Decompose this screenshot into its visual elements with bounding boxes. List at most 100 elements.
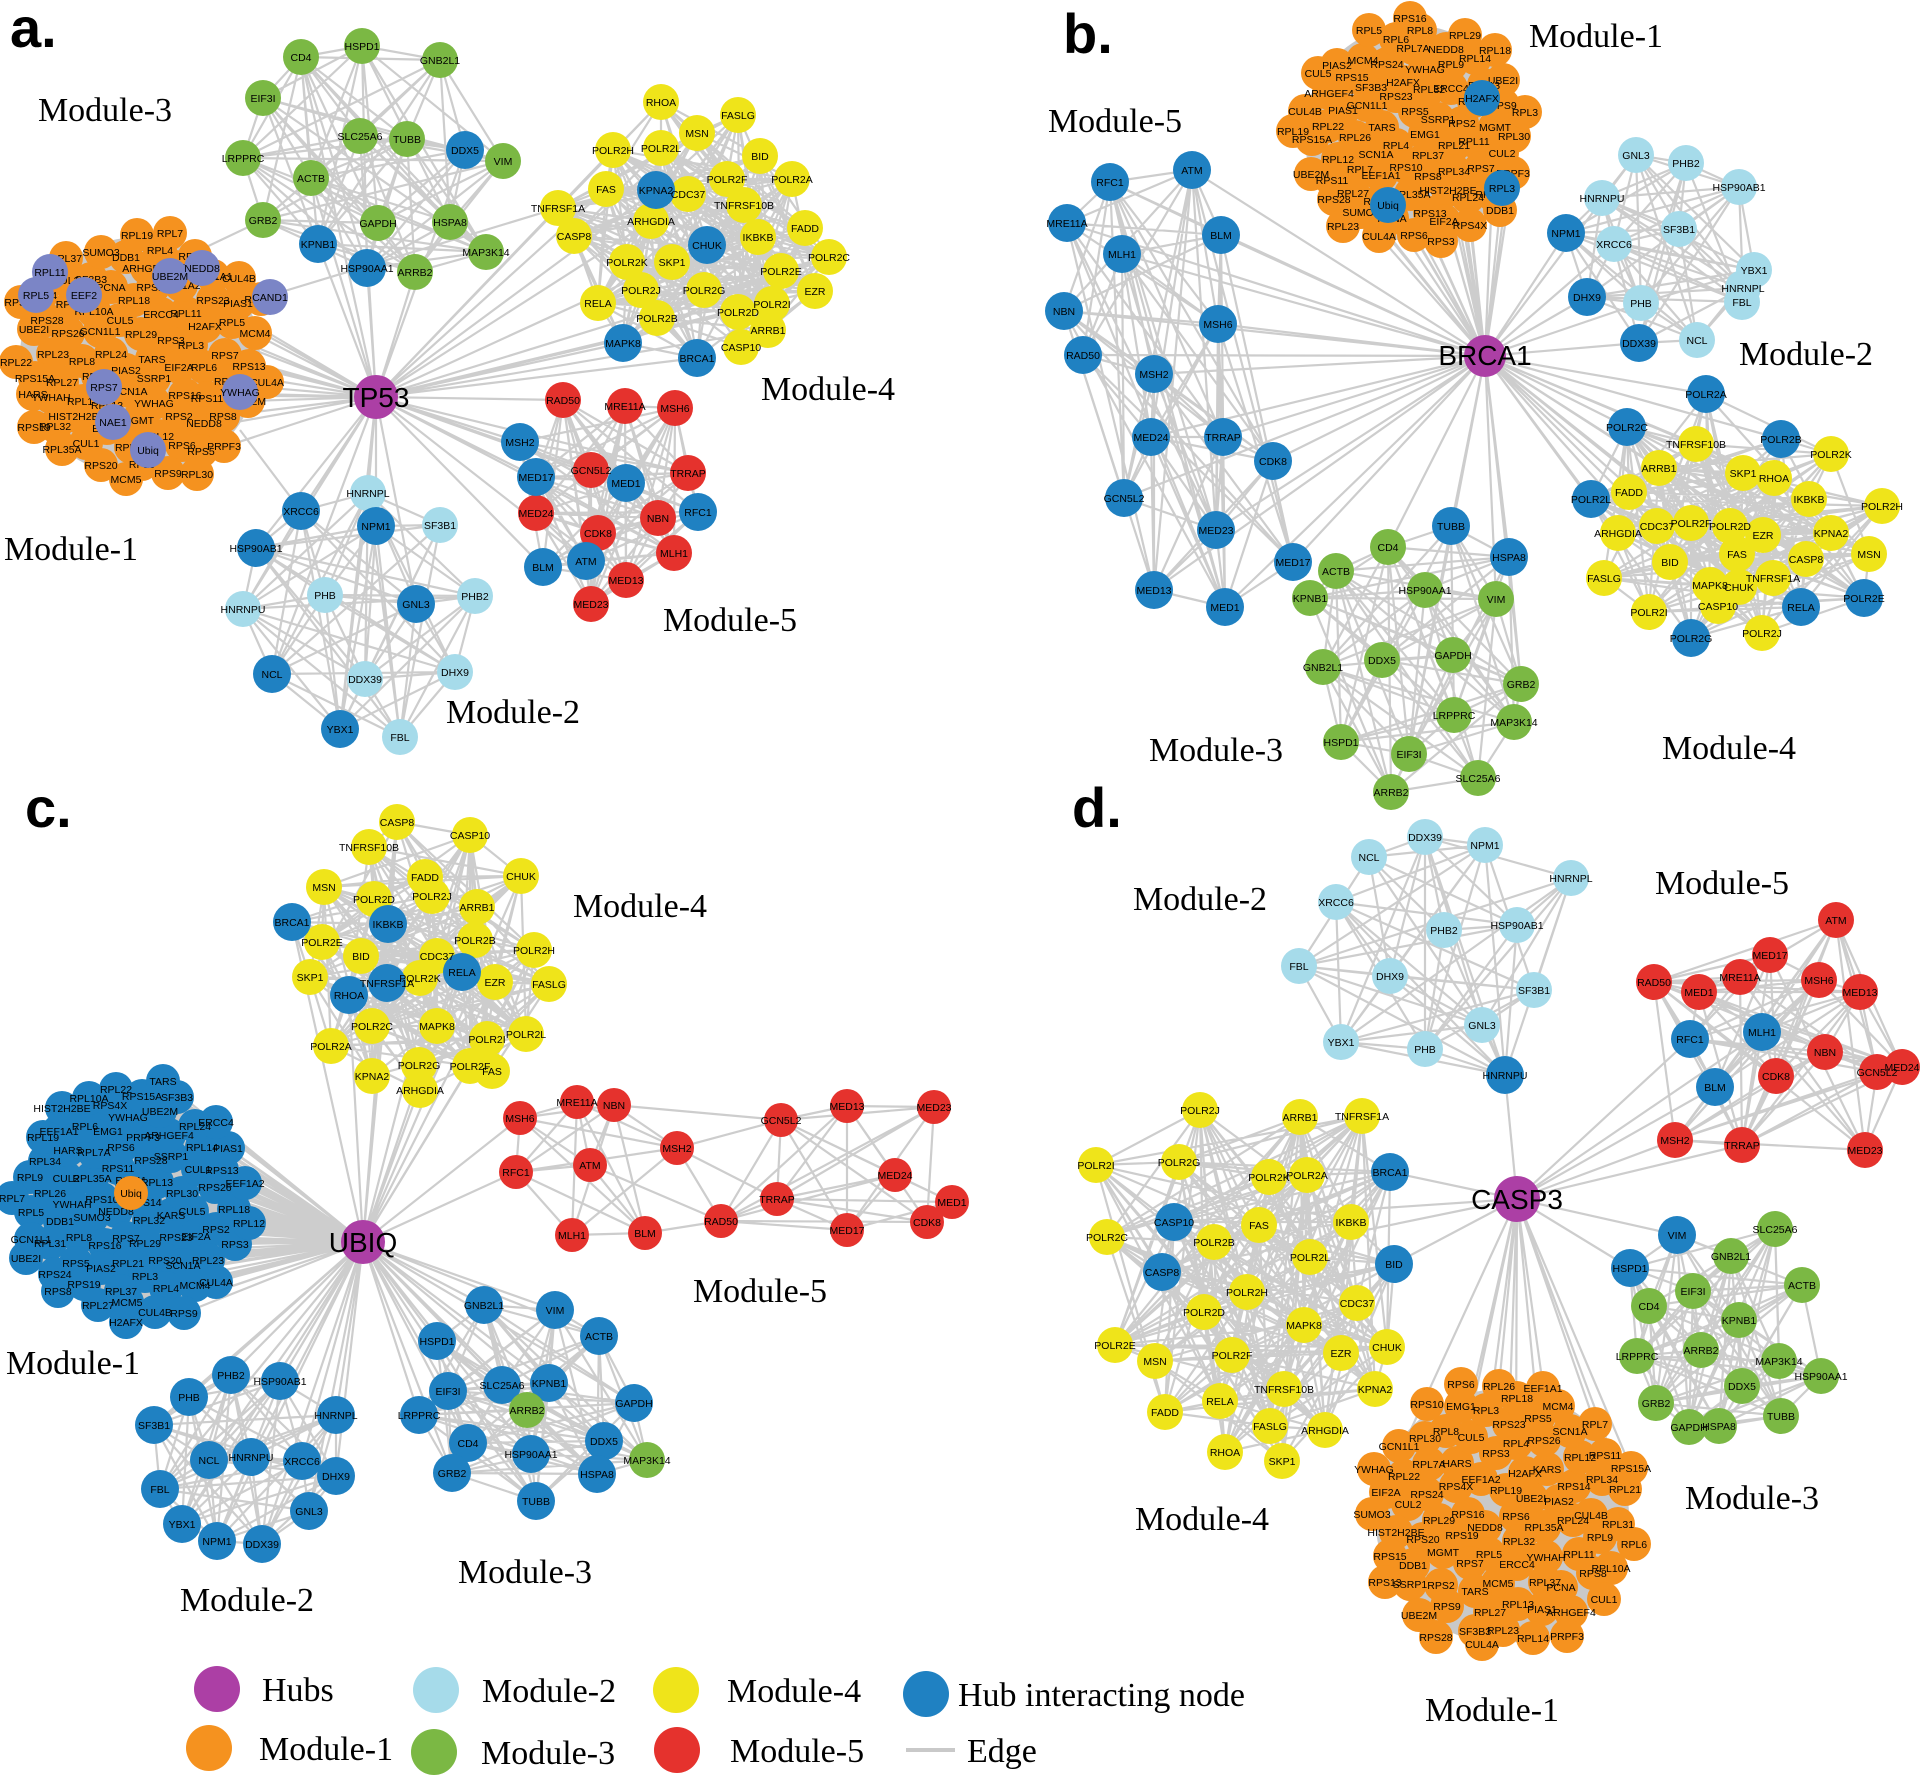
svg-text:YWHAG: YWHAG	[108, 1112, 148, 1124]
svg-text:VIM: VIM	[1668, 1230, 1687, 1242]
svg-text:NPM1: NPM1	[361, 521, 390, 533]
svg-text:EIF3I: EIF3I	[1396, 749, 1421, 761]
svg-text:PCNA: PCNA	[1546, 1582, 1575, 1594]
svg-text:POLR2B: POLR2B	[1193, 1237, 1234, 1249]
svg-text:RPS9: RPS9	[1433, 1601, 1461, 1613]
svg-text:MSH6: MSH6	[660, 403, 689, 415]
svg-text:RPL30: RPL30	[166, 1188, 198, 1200]
svg-text:RPS15A: RPS15A	[122, 1091, 162, 1103]
svg-text:KPNB1: KPNB1	[301, 239, 336, 251]
svg-text:RPS3: RPS3	[221, 1239, 249, 1251]
svg-text:CUL1: CUL1	[185, 1164, 212, 1176]
svg-text:RPL21: RPL21	[1438, 140, 1470, 152]
svg-text:POLR2B: POLR2B	[636, 313, 677, 325]
svg-text:UBE2M: UBE2M	[1401, 1610, 1437, 1622]
svg-text:PHB2: PHB2	[461, 591, 489, 603]
svg-text:HARS: HARS	[18, 389, 47, 401]
svg-text:TNFRSF10B: TNFRSF10B	[1666, 439, 1726, 451]
svg-text:GCN1L1: GCN1L1	[80, 326, 121, 338]
svg-text:HSPA8: HSPA8	[580, 1469, 614, 1481]
svg-text:RPL10A: RPL10A	[69, 1093, 108, 1105]
svg-text:POLR2E: POLR2E	[301, 937, 342, 949]
svg-text:GAPDH: GAPDH	[1434, 650, 1471, 662]
svg-text:CDK8: CDK8	[584, 528, 612, 540]
svg-text:GNB2L1: GNB2L1	[464, 1300, 504, 1312]
svg-text:MED13: MED13	[1136, 585, 1171, 597]
svg-text:RPS2: RPS2	[165, 411, 193, 423]
svg-text:HSP90AA1: HSP90AA1	[1398, 585, 1451, 597]
svg-text:RPL7: RPL7	[0, 1193, 25, 1205]
svg-text:BID: BID	[751, 151, 769, 163]
svg-text:DHX9: DHX9	[1376, 971, 1404, 983]
svg-text:PIAS2: PIAS2	[86, 1263, 116, 1275]
svg-text:ERCC4: ERCC4	[143, 309, 179, 321]
svg-text:NBN: NBN	[647, 513, 669, 525]
svg-text:POLR2C: POLR2C	[351, 1021, 393, 1033]
svg-text:GAPDH: GAPDH	[359, 218, 396, 230]
svg-text:FASLG: FASLG	[721, 110, 755, 122]
svg-text:RPL8: RPL8	[1433, 1426, 1459, 1438]
svg-text:POLR2B: POLR2B	[454, 935, 495, 947]
svg-text:RPS28: RPS28	[1317, 194, 1350, 206]
svg-text:CAND1: CAND1	[252, 292, 288, 304]
svg-text:RPS6: RPS6	[168, 440, 196, 452]
svg-text:HSPD1: HSPD1	[1612, 1263, 1647, 1275]
svg-text:UBE2I: UBE2I	[1488, 75, 1518, 87]
svg-text:GRB2: GRB2	[249, 215, 278, 227]
svg-text:POLR2H: POLR2H	[1226, 1287, 1268, 1299]
svg-text:RPL37: RPL37	[1529, 1577, 1561, 1589]
svg-text:RPL8: RPL8	[1407, 25, 1433, 37]
svg-text:CASP10: CASP10	[1154, 1217, 1194, 1229]
svg-text:NEDD8: NEDD8	[186, 418, 222, 430]
svg-text:NAE1: NAE1	[99, 417, 127, 429]
svg-text:RELA: RELA	[1206, 1396, 1233, 1408]
svg-text:FADD: FADD	[1615, 487, 1643, 499]
svg-text:RPS2: RPS2	[1427, 1580, 1455, 1592]
svg-text:HSP90AB1: HSP90AB1	[1712, 182, 1765, 194]
svg-text:GNL3: GNL3	[1468, 1020, 1496, 1032]
svg-text:SF3B1: SF3B1	[1663, 224, 1695, 236]
svg-text:NCL: NCL	[261, 669, 282, 681]
svg-text:EIF3I: EIF3I	[1680, 1286, 1705, 1298]
svg-text:RPS7: RPS7	[1467, 163, 1495, 175]
svg-text:RAD50: RAD50	[704, 1216, 738, 1228]
svg-text:GNL3: GNL3	[295, 1506, 323, 1518]
svg-text:XRCC6: XRCC6	[284, 1456, 320, 1468]
svg-text:SF3B1: SF3B1	[138, 1420, 170, 1432]
svg-text:RPL6: RPL6	[191, 362, 217, 374]
svg-text:SLC25A6: SLC25A6	[1753, 1224, 1798, 1236]
svg-text:TRRAP: TRRAP	[670, 468, 706, 480]
svg-text:Module-2: Module-2	[180, 1582, 314, 1619]
svg-text:CUL5: CUL5	[179, 1206, 206, 1218]
svg-text:RPS2: RPS2	[202, 1224, 230, 1236]
svg-text:SF3B3: SF3B3	[161, 1092, 193, 1104]
svg-text:NBN: NBN	[1814, 1047, 1836, 1059]
svg-text:POLR2D: POLR2D	[353, 894, 395, 906]
svg-text:EIF2A: EIF2A	[164, 362, 193, 374]
svg-text:ACTB: ACTB	[1322, 566, 1350, 578]
svg-text:GCN5L2: GCN5L2	[761, 1115, 802, 1127]
svg-text:RPL29: RPL29	[129, 1238, 161, 1250]
svg-text:TNFRSF1A: TNFRSF1A	[1335, 1111, 1389, 1123]
svg-text:RPL5: RPL5	[1356, 25, 1382, 37]
svg-text:PIAS2: PIAS2	[1544, 1496, 1574, 1508]
svg-text:EEF1A1: EEF1A1	[1361, 170, 1400, 182]
svg-text:POLR2E: POLR2E	[1843, 593, 1884, 605]
svg-text:EIF2A: EIF2A	[1429, 216, 1458, 228]
svg-text:EZR: EZR	[805, 286, 826, 298]
svg-text:RPL7A: RPL7A	[1396, 43, 1429, 55]
svg-text:XRCC6: XRCC6	[1318, 897, 1354, 909]
svg-text:RPL24: RPL24	[179, 1121, 211, 1133]
svg-text:RPL29: RPL29	[125, 329, 157, 341]
svg-text:HSPD1: HSPD1	[1323, 737, 1358, 749]
svg-text:PIAS1: PIAS1	[1527, 1604, 1557, 1616]
svg-text:MSN: MSN	[1143, 1356, 1166, 1368]
svg-text:YBX1: YBX1	[327, 724, 354, 736]
svg-text:SLC25A6: SLC25A6	[1456, 773, 1501, 785]
svg-text:FADD: FADD	[411, 872, 439, 884]
svg-text:PHB: PHB	[1414, 1044, 1436, 1056]
svg-text:Module-2: Module-2	[1739, 336, 1873, 373]
svg-text:XRCC6: XRCC6	[1596, 239, 1632, 251]
svg-text:CUL1: CUL1	[1591, 1594, 1618, 1606]
svg-text:RPS28: RPS28	[134, 1155, 167, 1167]
